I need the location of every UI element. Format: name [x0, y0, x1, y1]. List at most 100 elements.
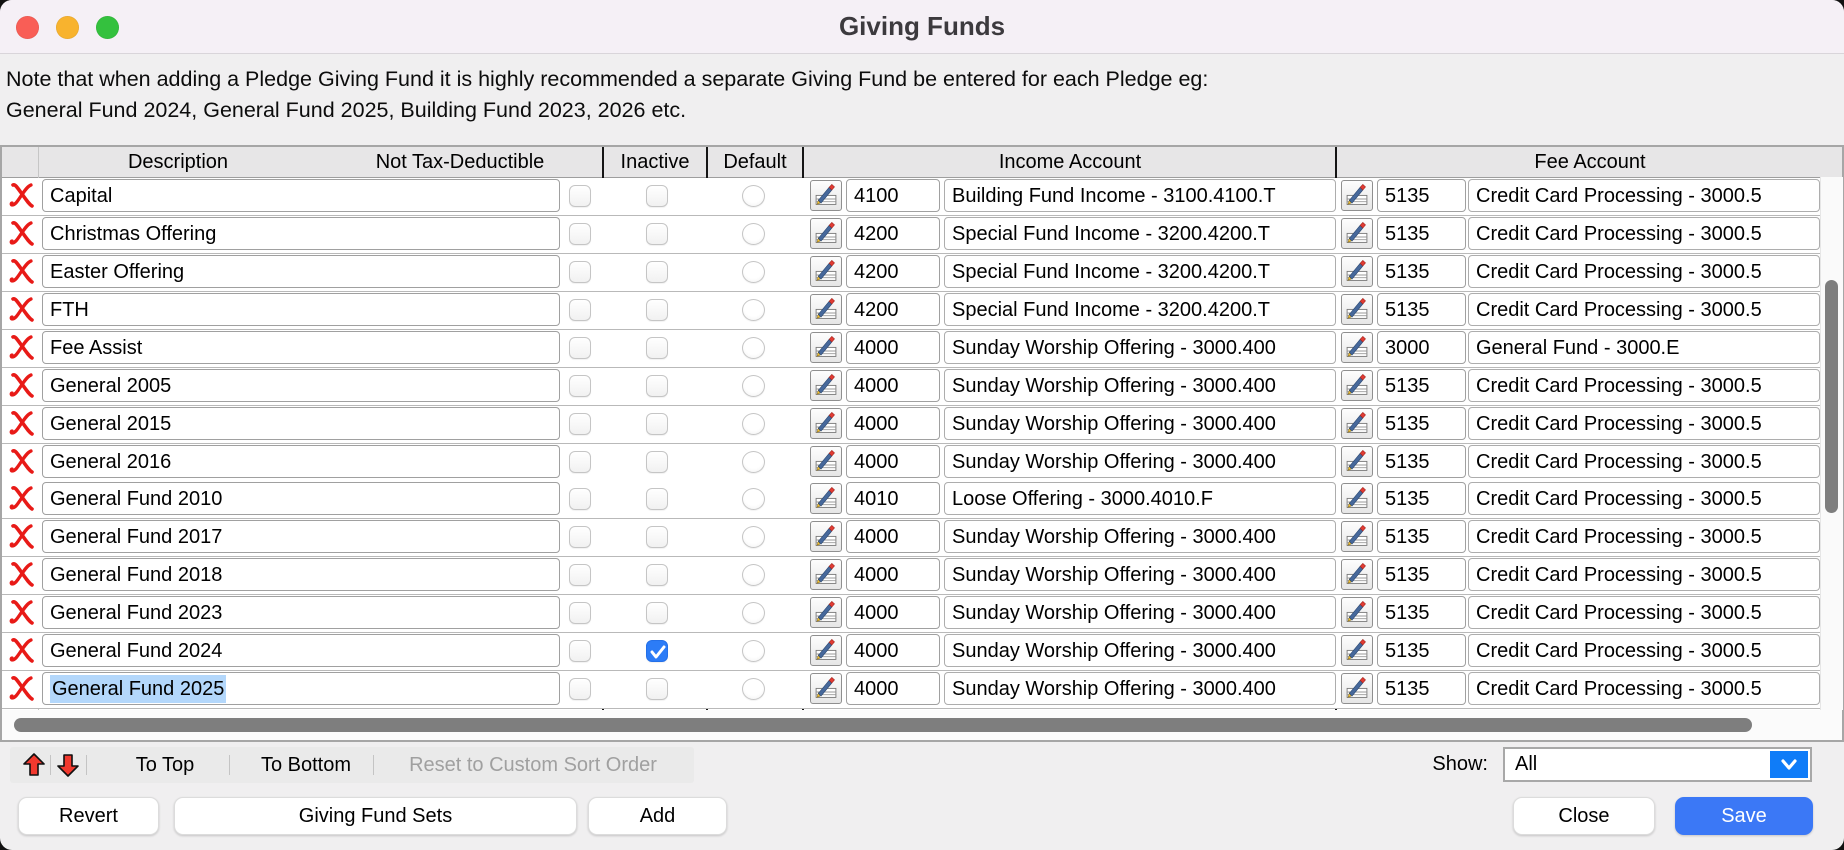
fee-account-picker-button[interactable] — [1341, 445, 1373, 477]
default-radio[interactable] — [742, 336, 765, 359]
inactive-checkbox[interactable] — [646, 526, 668, 549]
delete-fund-button[interactable] — [7, 257, 37, 287]
not-tax-deductible-checkbox[interactable] — [569, 222, 591, 245]
delete-fund-button[interactable] — [7, 447, 37, 477]
income-account-picker-button[interactable] — [810, 597, 842, 629]
fee-account-name-field[interactable]: Credit Card Processing - 3000.5 — [1468, 558, 1820, 592]
income-account-picker-button[interactable] — [810, 673, 842, 705]
inactive-checkbox[interactable] — [646, 678, 668, 701]
fund-description-field[interactable]: General Fund 2024 — [42, 634, 560, 668]
fee-account-name-field[interactable]: Credit Card Processing - 3000.5 — [1468, 406, 1820, 440]
default-radio[interactable] — [742, 602, 765, 625]
income-account-code-field[interactable]: 4100 — [846, 179, 940, 212]
fund-description-field[interactable]: Easter Offering — [42, 254, 560, 288]
income-account-code-field[interactable]: 4200 — [846, 216, 940, 250]
inactive-checkbox[interactable] — [646, 185, 668, 207]
fee-account-code-field[interactable]: 5135 — [1377, 634, 1466, 668]
income-account-name-field[interactable]: Sunday Worship Offering - 3000.400 — [944, 330, 1336, 364]
fee-account-code-field[interactable]: 5135 — [1377, 179, 1466, 212]
chevron-down-icon[interactable] — [1770, 751, 1808, 778]
fee-account-name-field[interactable]: Credit Card Processing - 3000.5 — [1468, 482, 1820, 516]
default-radio[interactable] — [742, 374, 765, 397]
fee-account-picker-button[interactable] — [1341, 180, 1373, 211]
not-tax-deductible-checkbox[interactable] — [569, 374, 591, 397]
inactive-checkbox[interactable] — [646, 640, 668, 663]
fee-account-picker-button[interactable] — [1341, 217, 1373, 249]
inactive-checkbox[interactable] — [646, 336, 668, 359]
income-account-picker-button[interactable] — [810, 255, 842, 287]
not-tax-deductible-checkbox[interactable] — [569, 640, 591, 663]
fund-description-field[interactable]: General 2005 — [42, 368, 560, 402]
fee-account-picker-button[interactable] — [1341, 331, 1373, 363]
default-radio[interactable] — [742, 526, 765, 549]
fee-account-name-field[interactable]: Credit Card Processing - 3000.5 — [1468, 179, 1820, 212]
fee-account-name-field[interactable]: Credit Card Processing - 3000.5 — [1468, 254, 1820, 288]
fee-account-picker-button[interactable] — [1341, 407, 1373, 439]
fee-account-picker-button[interactable] — [1341, 369, 1373, 401]
income-account-code-field[interactable]: 4000 — [846, 672, 940, 706]
add-button[interactable]: Add — [588, 797, 727, 835]
delete-fund-button[interactable] — [7, 484, 37, 514]
fund-description-field[interactable]: FTH — [42, 292, 560, 326]
move-up-button[interactable] — [22, 753, 46, 777]
fee-account-picker-button[interactable] — [1341, 673, 1373, 705]
fee-account-picker-button[interactable] — [1341, 521, 1373, 553]
vertical-scrollbar-thumb[interactable] — [1825, 280, 1838, 513]
inactive-checkbox[interactable] — [646, 260, 668, 283]
income-account-name-field[interactable]: Loose Offering - 3000.4010.F — [944, 482, 1336, 516]
fund-description-field[interactable]: General 2016 — [42, 444, 560, 478]
not-tax-deductible-checkbox[interactable] — [569, 260, 591, 283]
fee-account-code-field[interactable]: 5135 — [1377, 672, 1466, 706]
income-account-code-field[interactable]: 4000 — [846, 330, 940, 364]
default-radio[interactable] — [742, 488, 765, 511]
inactive-checkbox[interactable] — [646, 374, 668, 397]
default-radio[interactable] — [742, 640, 765, 663]
fee-account-code-field[interactable]: 5135 — [1377, 482, 1466, 516]
horizontal-scrollbar[interactable] — [2, 710, 1842, 740]
delete-fund-button[interactable] — [7, 295, 37, 325]
not-tax-deductible-checkbox[interactable] — [569, 298, 591, 321]
income-account-picker-button[interactable] — [810, 521, 842, 553]
income-account-code-field[interactable]: 4200 — [846, 254, 940, 288]
income-account-name-field[interactable]: Sunday Worship Offering - 3000.400 — [944, 558, 1336, 592]
fund-description-field[interactable]: General Fund 2017 — [42, 520, 560, 554]
fee-account-picker-button[interactable] — [1341, 597, 1373, 629]
income-account-code-field[interactable]: 4000 — [846, 368, 940, 402]
fee-account-code-field[interactable]: 3000 — [1377, 330, 1466, 364]
income-account-picker-button[interactable] — [810, 369, 842, 401]
income-account-code-field[interactable]: 4200 — [846, 292, 940, 326]
horizontal-scrollbar-thumb[interactable] — [14, 718, 1752, 732]
fund-description-field[interactable]: General Fund 2018 — [42, 558, 560, 592]
income-account-code-field[interactable]: 4010 — [846, 482, 940, 516]
inactive-checkbox[interactable] — [646, 488, 668, 511]
not-tax-deductible-checkbox[interactable] — [569, 564, 591, 587]
fee-account-name-field[interactable]: General Fund - 3000.E — [1468, 330, 1820, 364]
income-account-name-field[interactable]: Special Fund Income - 3200.4200.T — [944, 216, 1336, 250]
fund-description-field[interactable]: General Fund 2023 — [42, 596, 560, 630]
not-tax-deductible-checkbox[interactable] — [569, 526, 591, 549]
not-tax-deductible-checkbox[interactable] — [569, 450, 591, 473]
fee-account-name-field[interactable]: Credit Card Processing - 3000.5 — [1468, 596, 1820, 630]
income-account-name-field[interactable]: Sunday Worship Offering - 3000.400 — [944, 368, 1336, 402]
income-account-name-field[interactable]: Special Fund Income - 3200.4200.T — [944, 292, 1336, 326]
fee-account-code-field[interactable]: 5135 — [1377, 292, 1466, 326]
income-account-picker-button[interactable] — [810, 293, 842, 325]
default-radio[interactable] — [742, 222, 765, 245]
fee-account-code-field[interactable]: 5135 — [1377, 444, 1466, 478]
inactive-checkbox[interactable] — [646, 298, 668, 321]
not-tax-deductible-checkbox[interactable] — [569, 336, 591, 359]
income-account-code-field[interactable]: 4000 — [846, 596, 940, 630]
income-account-picker-button[interactable] — [810, 559, 842, 591]
delete-fund-button[interactable] — [7, 674, 37, 704]
default-radio[interactable] — [742, 450, 765, 473]
to-bottom-button[interactable]: To Bottom — [240, 747, 372, 783]
fee-account-name-field[interactable]: Credit Card Processing - 3000.5 — [1468, 672, 1820, 706]
default-radio[interactable] — [742, 678, 765, 701]
not-tax-deductible-checkbox[interactable] — [569, 678, 591, 701]
fund-description-field[interactable]: General Fund 2010 — [42, 482, 560, 516]
income-account-name-field[interactable]: Sunday Worship Offering - 3000.400 — [944, 634, 1336, 668]
giving-fund-sets-button[interactable]: Giving Fund Sets — [174, 797, 577, 835]
income-account-picker-button[interactable] — [810, 217, 842, 249]
income-account-name-field[interactable]: Special Fund Income - 3200.4200.T — [944, 254, 1336, 288]
fee-account-name-field[interactable]: Credit Card Processing - 3000.5 — [1468, 634, 1820, 668]
